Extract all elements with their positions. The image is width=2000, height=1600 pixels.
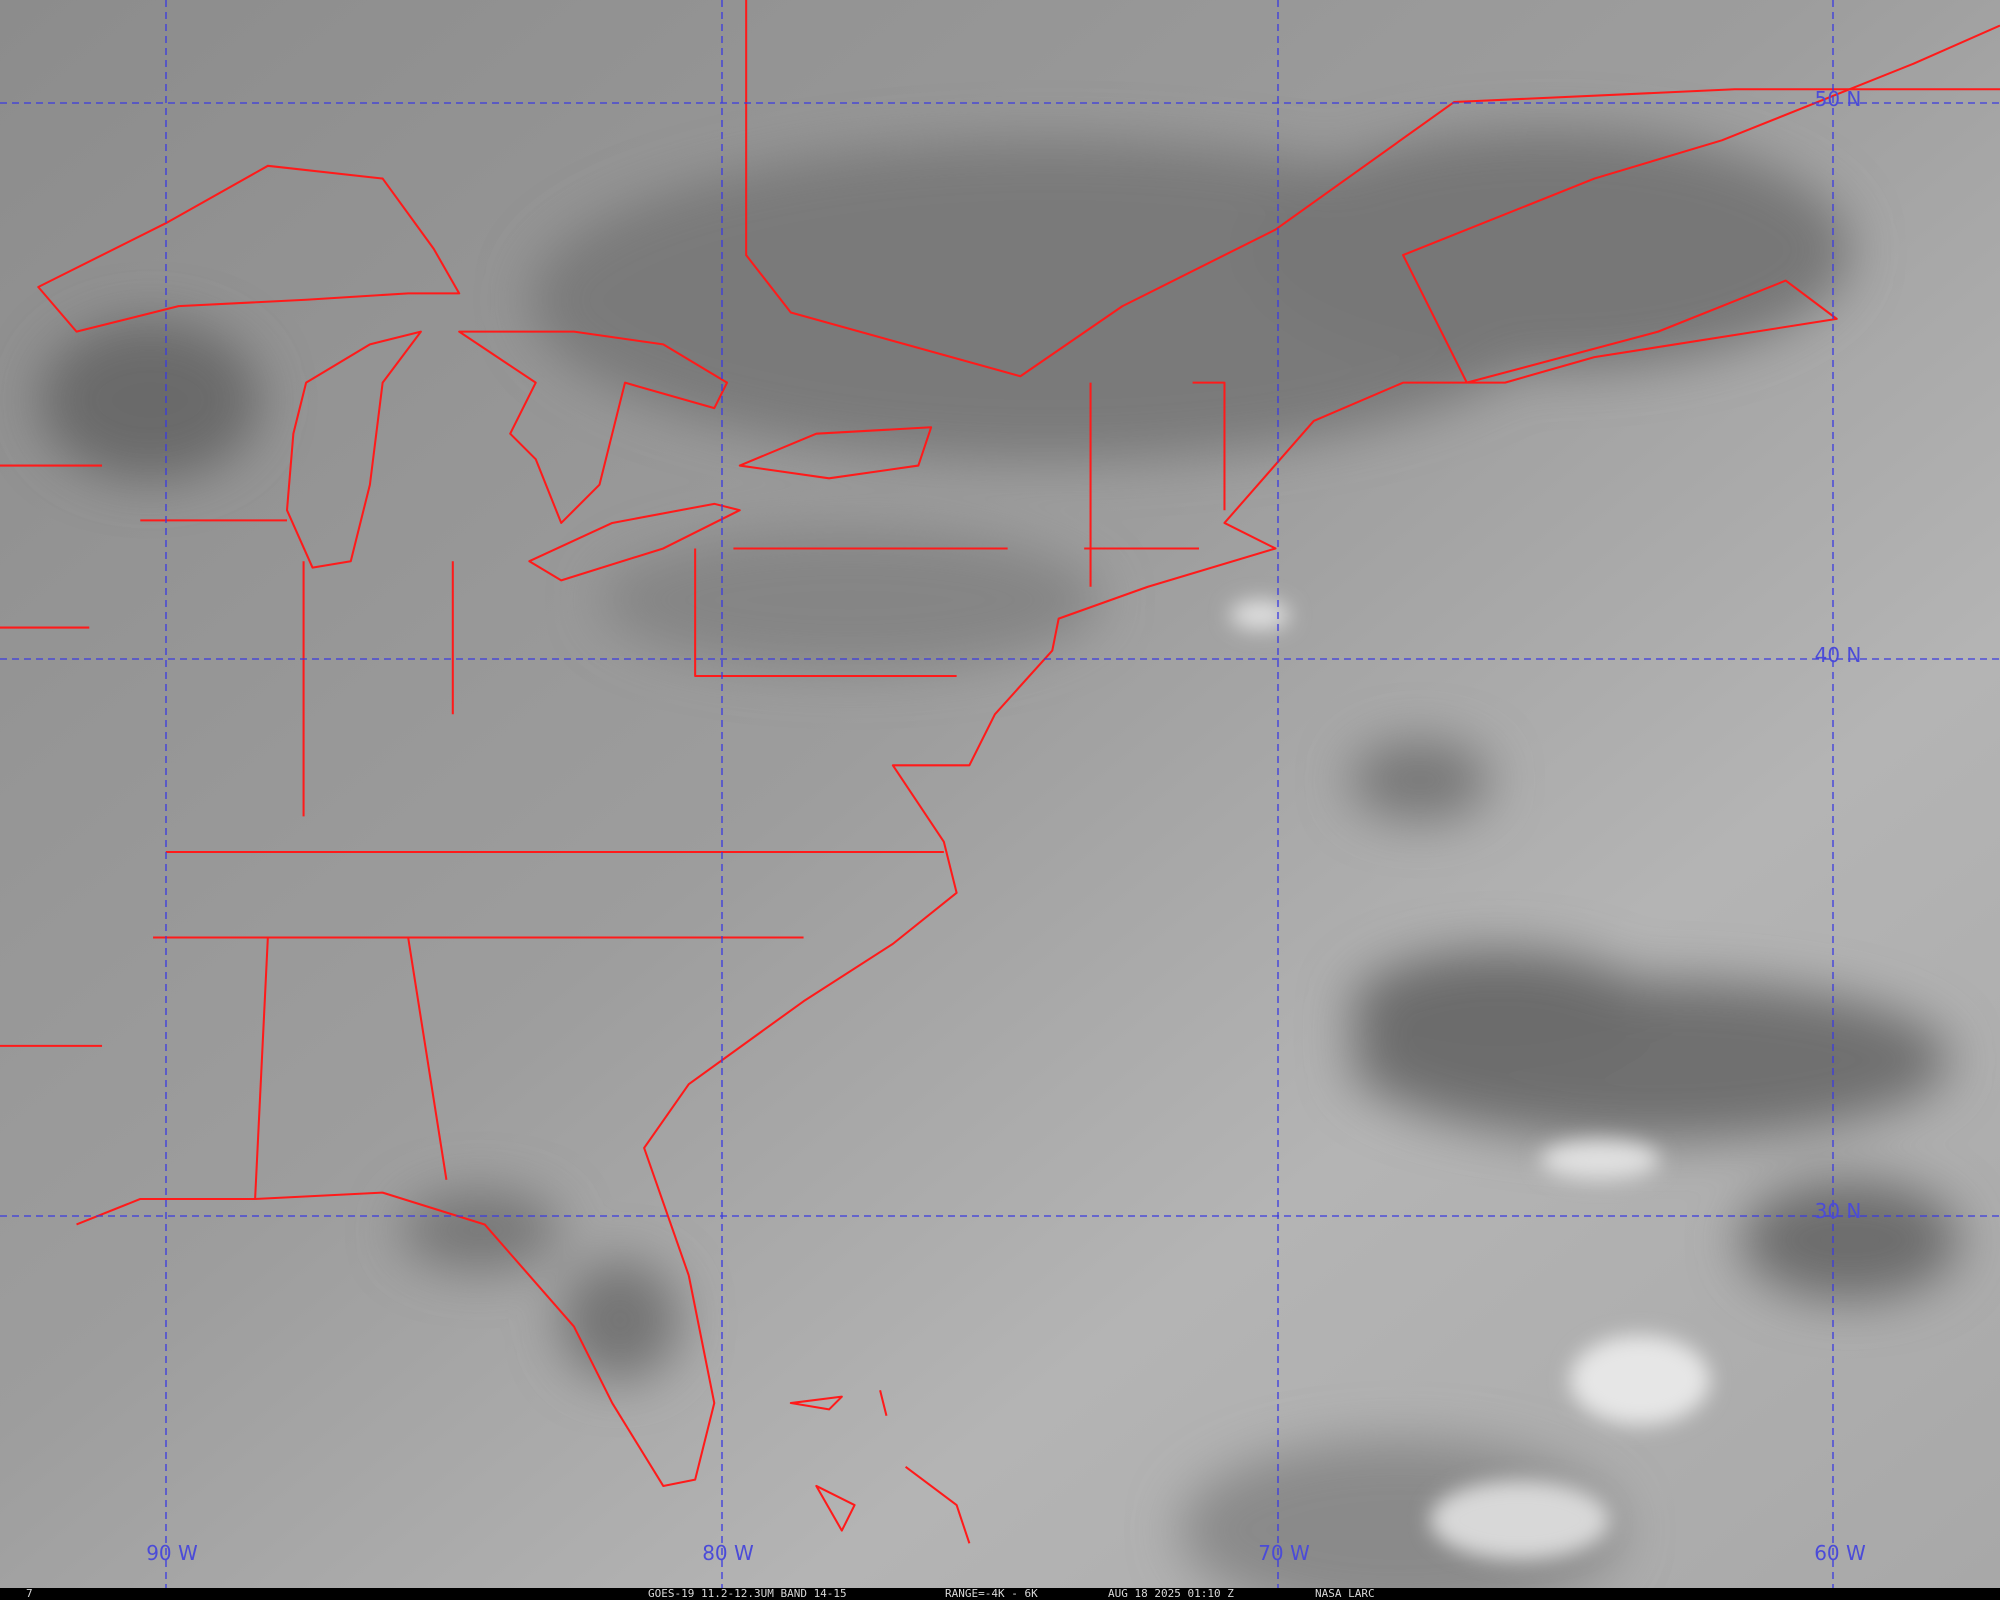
lake-superior [37,164,461,333]
islands [789,1390,971,1544]
footer-source: NASA LARC [1315,1587,1375,1600]
footer-corner: 7 [26,1587,33,1600]
footer-satellite: GOES-19 11.2-12.3UM BAND 14-15 [648,1587,847,1600]
cloud-field [40,130,1960,1600]
canada-border [745,0,2000,378]
state-lines [0,381,1226,1200]
lake-ontario [738,426,933,480]
footer-range: RANGE=-4K - 6K [945,1587,1038,1600]
latitude-label: 40 N [1815,643,1862,667]
east-coast [76,24,2000,1487]
latitude-label: 50 N [1815,87,1862,111]
bright-clouds [1230,600,1710,1560]
latitude-label: 30 N [1815,1199,1862,1223]
lake-michigan [285,330,422,569]
coastlines-and-borders [0,0,2000,1544]
longitude-label: 60 W [1814,1541,1866,1565]
lake-erie [528,502,741,582]
longitude-label: 80 W [702,1541,754,1565]
footer-bar [0,1588,2000,1600]
lake-huron [458,330,729,524]
longitude-label: 90 W [146,1541,198,1565]
footer-time: AUG 18 2025 01:10 Z [1108,1587,1234,1600]
longitude-label: 70 W [1258,1541,1310,1565]
